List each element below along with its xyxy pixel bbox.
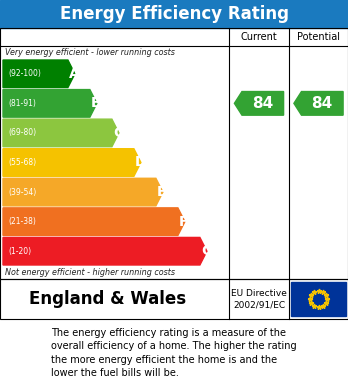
Polygon shape (294, 91, 343, 115)
Text: (21-38): (21-38) (8, 217, 36, 226)
Text: 2002/91/EC: 2002/91/EC (233, 301, 285, 310)
Text: 84: 84 (311, 96, 333, 111)
Polygon shape (3, 237, 207, 265)
Text: England & Wales: England & Wales (29, 290, 186, 308)
Polygon shape (3, 119, 119, 147)
Text: D: D (135, 156, 147, 170)
Polygon shape (3, 208, 185, 235)
Polygon shape (3, 178, 163, 206)
Bar (291, 282, 346, 316)
Polygon shape (3, 90, 97, 117)
Bar (0, 28, 348, 279)
Polygon shape (3, 60, 75, 88)
Text: Very energy efficient - lower running costs: Very energy efficient - lower running co… (5, 48, 175, 57)
Text: (92-100): (92-100) (8, 69, 41, 78)
Text: Not energy efficient - higher running costs: Not energy efficient - higher running co… (5, 268, 175, 277)
Text: (81-91): (81-91) (8, 99, 36, 108)
Bar (0, 0, 348, 28)
Text: F: F (179, 215, 188, 229)
Text: C: C (113, 126, 123, 140)
Text: G: G (201, 244, 212, 258)
Text: E: E (157, 185, 166, 199)
Text: (69-80): (69-80) (8, 128, 36, 137)
Text: EU Directive: EU Directive (231, 289, 287, 298)
Text: Energy Efficiency Rating: Energy Efficiency Rating (60, 5, 288, 23)
Text: Current: Current (240, 32, 277, 42)
Text: (1-20): (1-20) (8, 247, 31, 256)
Text: (39-54): (39-54) (8, 188, 36, 197)
Text: (55-68): (55-68) (8, 158, 36, 167)
Bar (0, 279, 348, 319)
Text: Potential: Potential (297, 32, 340, 42)
Text: A: A (69, 67, 80, 81)
Polygon shape (3, 149, 141, 176)
Text: The energy efficiency rating is a measure of the
overall efficiency of a home. T: The energy efficiency rating is a measur… (51, 328, 297, 378)
Text: 84: 84 (252, 96, 273, 111)
Polygon shape (235, 91, 284, 115)
Text: B: B (91, 96, 102, 110)
